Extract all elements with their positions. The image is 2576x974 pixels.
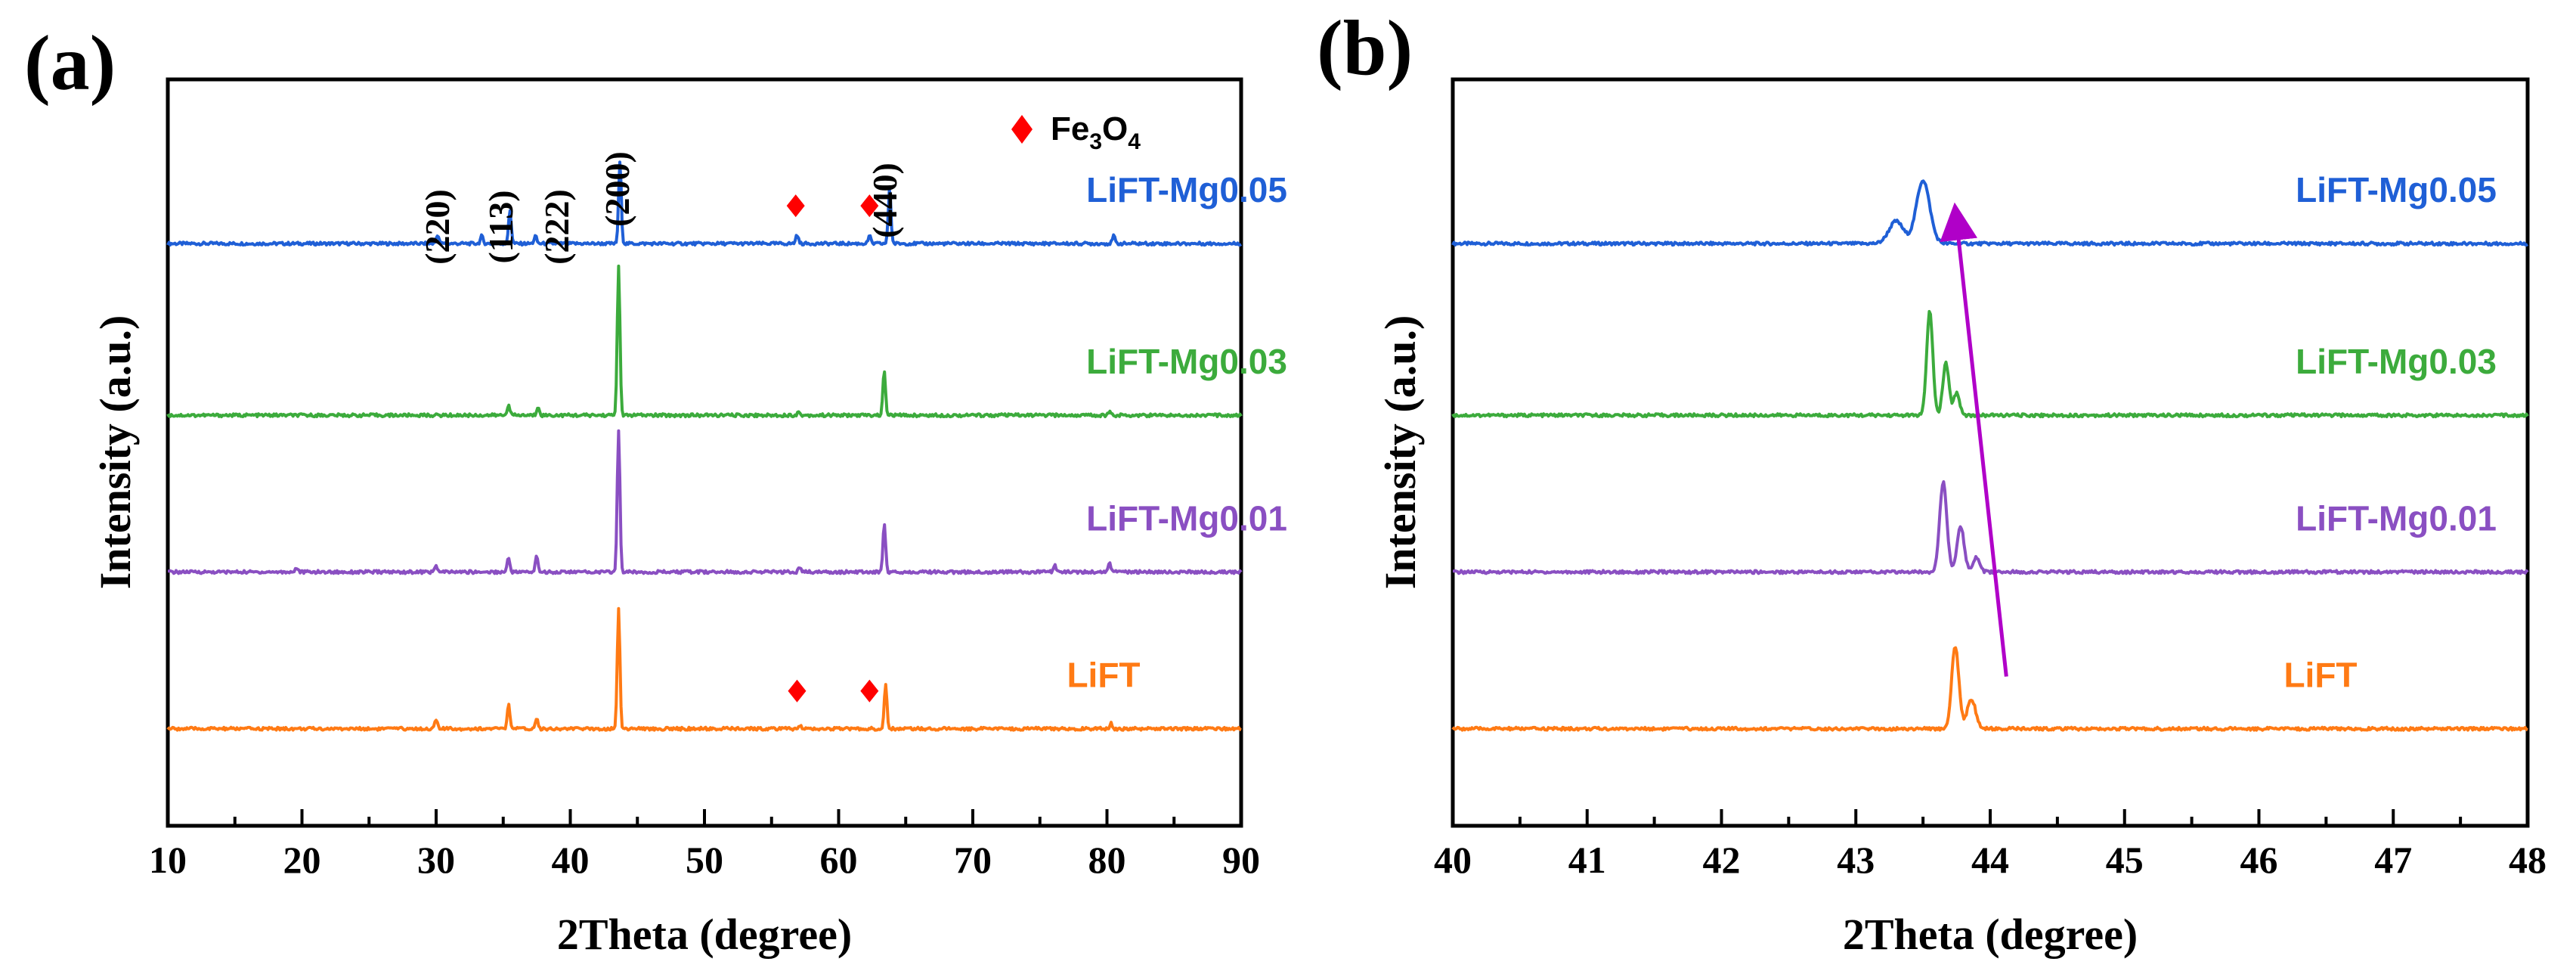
panel-b-series-labels: LiFT-Mg0.05 LiFT-Mg0.03 LiFT-Mg0.01 LiFT [2283,170,2496,695]
series-label: LiFT-Mg0.05 [2296,170,2497,209]
x-tick-label: 60 [820,839,858,881]
peak-shift-arrow [1940,202,2008,677]
x-tick-label: 40 [1434,839,1472,881]
panel-a-xticks: 10 20 30 40 50 60 70 80 90 [149,809,1260,881]
hkl-label-220: (220) [418,189,457,265]
x-tick-label: 48 [2509,839,2547,881]
x-tick-label: 10 [149,839,187,881]
fe3o4-diamond-marker [860,194,879,218]
x-tick-label: 41 [1568,839,1606,881]
legend-text: Fe3O4 [1051,110,1141,154]
series-line-lift [166,606,1242,732]
fe3o4-legend: Fe3O4 [1011,110,1141,154]
series-label: LiFT-Mg0.01 [1086,498,1287,538]
panel-a-fe3o4-markers [786,194,879,703]
series-line-lift-mg0-01 [1452,480,2529,575]
panel-label-a: (a) [24,20,116,107]
x-tick-label: 40 [552,839,590,881]
fe3o4-diamond-marker [788,679,807,703]
hkl-label-222: (222) [537,189,576,265]
panel-a-ylabel: Intensity (a.u.) [91,315,140,590]
hkl-label-440: (440) [865,163,904,238]
legend-diamond-icon [1011,115,1033,144]
panel-b-xlabel: 2Theta (degree) [1843,910,2138,959]
x-tick-label: 80 [1088,839,1126,881]
panel-b-traces [1451,179,2529,732]
series-line-lift-mg0-05 [1451,179,2529,247]
x-tick-label: 46 [2240,839,2278,881]
series-line-lift [1451,646,2528,732]
x-tick-label: 45 [2106,839,2144,881]
panel-a-traces [166,160,1243,732]
series-label: LiFT-Mg0.01 [2296,498,2497,538]
panel-a-series-labels: LiFT-Mg0.05 LiFT-Mg0.03 LiFT-Mg0.01 LiFT [1067,170,1286,695]
x-tick-label: 70 [954,839,992,881]
panel-label-b: (b) [1317,5,1413,92]
panel-b-xticks: 40 41 42 43 44 45 46 47 48 [1434,809,2547,881]
series-label: LiFT-Mg0.03 [1086,342,1287,381]
series-line-lift-mg0-01 [167,429,1243,575]
x-tick-label: 20 [283,839,321,881]
panel-a-frame [166,77,1243,828]
fe3o4-diamond-marker [786,194,805,218]
x-tick-label: 42 [1703,839,1741,881]
panel-b-ylabel: Intensity (a.u.) [1376,315,1425,590]
series-label: LiFT-Mg0.03 [2296,342,2497,381]
series-line-lift-mg0-03 [1451,309,2529,419]
x-tick-label: 50 [686,839,723,881]
series-line-lift-mg0-05 [166,160,1243,247]
fe3o4-diamond-marker [860,679,879,703]
x-tick-label: 44 [1971,839,2009,881]
series-label: LiFT [1067,656,1140,695]
x-tick-label: 90 [1222,839,1260,881]
x-tick-label: 43 [1837,839,1875,881]
x-tick-label: 47 [2374,839,2412,881]
series-label: LiFT [2283,656,2357,695]
hkl-label-200: (200) [598,151,636,227]
panel-a-xlabel: 2Theta (degree) [557,910,852,959]
hkl-label-113: (113) [481,190,520,263]
series-line-lift-mg0-03 [166,264,1243,419]
series-label: LiFT-Mg0.05 [1086,170,1287,209]
x-tick-label: 30 [417,839,455,881]
